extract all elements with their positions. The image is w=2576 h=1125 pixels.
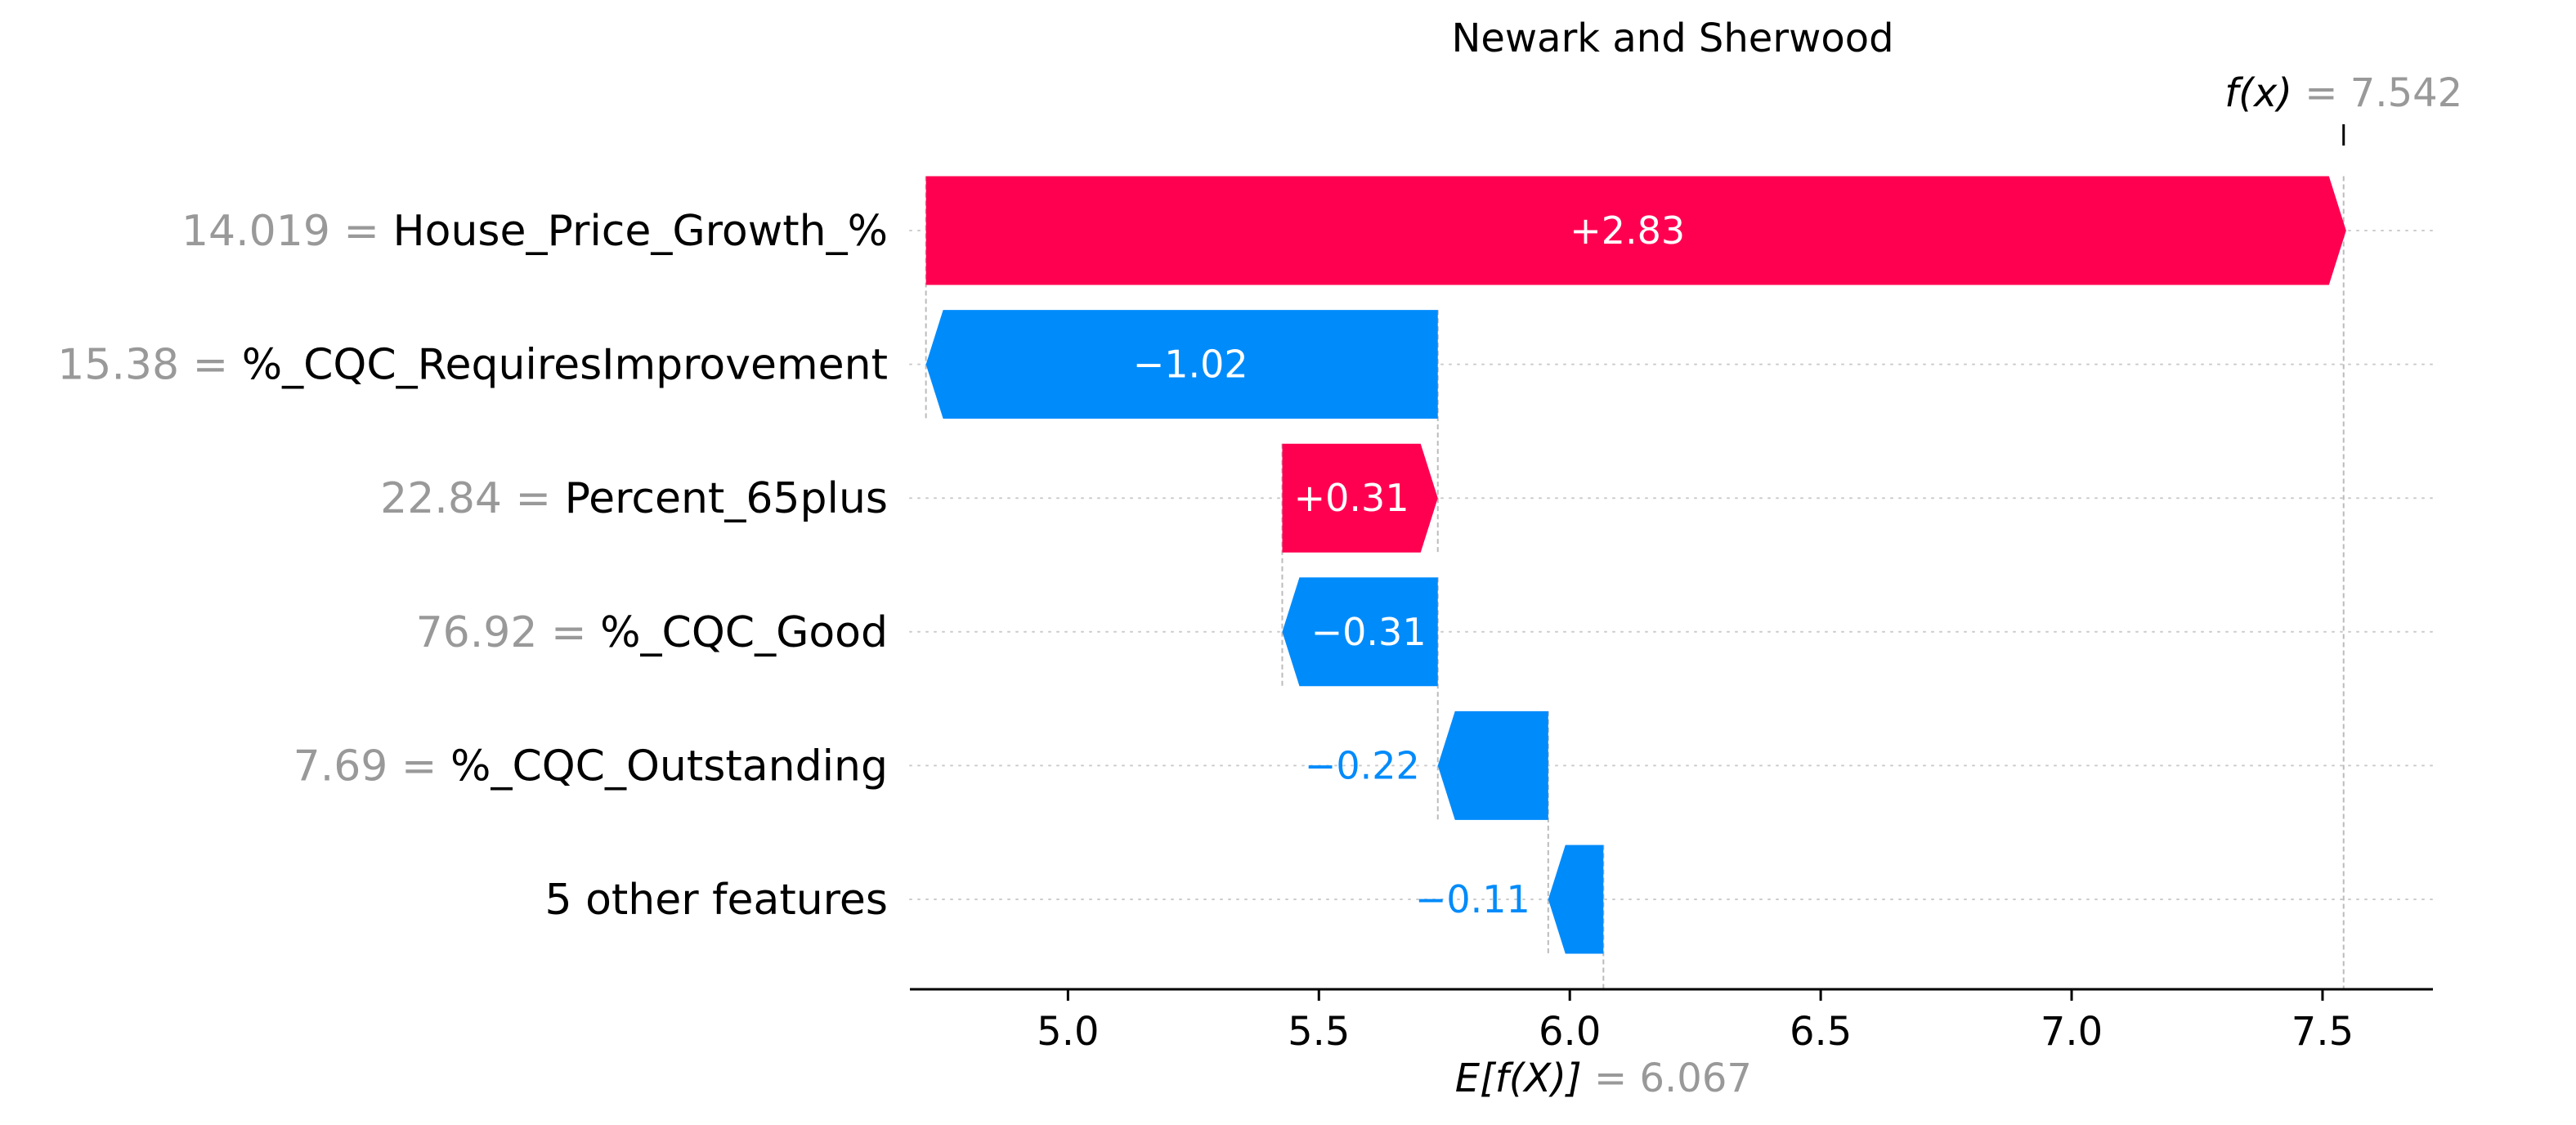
waterfall-bar [1282, 443, 1438, 553]
equals-sign: = [537, 608, 600, 657]
reference-lines [925, 124, 2345, 989]
base-value-annotation: E[f(X)] = 6.067 [1455, 1056, 1752, 1101]
equals-sign: = [2292, 70, 2350, 116]
value-annotations: +2.83 −1.02 +0.31 −0.31 −0.22 −0.11 E[f(X)] = … [1133, 70, 2462, 1101]
feature-name: 5 other features [544, 876, 888, 925]
feature-name: Percent_65plus [565, 474, 888, 523]
bar-value-label: +0.31 [1294, 476, 1409, 520]
x-tick-label: 6.0 [1539, 1009, 1601, 1055]
waterfall-bar [925, 176, 2346, 285]
bars [925, 176, 2346, 954]
feature-name: %_CQC_Good [600, 608, 888, 657]
x-tick-label: 5.0 [1037, 1009, 1099, 1055]
feature-value: 14.019 [181, 207, 330, 256]
waterfall-bar [925, 310, 1438, 419]
x-tick-label: 5.5 [1288, 1009, 1350, 1055]
equals-sign: = [1582, 1056, 1640, 1101]
feature-value: 15.38 [57, 341, 179, 390]
base-value-number: 6.067 [1639, 1056, 1751, 1101]
equals-sign: = [330, 207, 393, 256]
waterfall-bar [1282, 577, 1438, 687]
equals-sign: = [388, 742, 450, 791]
feature-value: 76.92 [416, 608, 538, 657]
bar-value-label: +2.83 [1570, 208, 1685, 253]
waterfall-bar [1437, 710, 1548, 820]
feature-label: 76.92 = %_CQC_Good [416, 608, 888, 657]
equals-sign: = [179, 341, 242, 390]
feature-name: %_CQC_RequiresImprovement [242, 341, 888, 390]
bar-value-label: −0.22 [1305, 743, 1420, 787]
feature-label: 14.019 = House_Price_Growth_% [181, 207, 888, 256]
feature-name: House_Price_Growth_% [393, 207, 888, 256]
output-value-annotation: f(x) = 7.542 [2224, 70, 2462, 116]
x-tick-label: 6.5 [1790, 1009, 1852, 1055]
bar-value-label: −0.31 [1311, 610, 1427, 654]
feature-value: 22.84 [380, 474, 502, 523]
feature-value: 7.69 [293, 742, 388, 791]
bar-value-label: −1.02 [1133, 343, 1248, 387]
waterfall-bar [1548, 845, 1604, 954]
chart-title: Newark and Sherwood [1451, 16, 1893, 61]
feature-name: %_CQC_Outstanding [450, 742, 888, 791]
equals-sign: = [502, 474, 565, 523]
bar-value-label: −0.11 [1415, 877, 1530, 921]
feature-label: 15.38 = %_CQC_RequiresImprovement [57, 341, 888, 390]
feature-label: 22.84 = Percent_65plus [380, 474, 888, 523]
feature-label: 7.69 = %_CQC_Outstanding [293, 742, 888, 791]
x-tick-label: 7.0 [2041, 1009, 2103, 1055]
output-value-number: 7.542 [2350, 70, 2462, 116]
feature-label: 5 other features [544, 876, 888, 925]
base-value-label: E[f(X)] [1455, 1056, 1582, 1101]
feature-labels: 14.019 = House_Price_Growth_% 15.38 = %_C… [57, 207, 888, 925]
output-value-label: f(x) [2224, 70, 2292, 116]
x-tick-label: 7.5 [2292, 1009, 2354, 1055]
x-axis: 5.0 5.5 6.0 6.5 7.0 7.5 [910, 988, 2433, 1055]
